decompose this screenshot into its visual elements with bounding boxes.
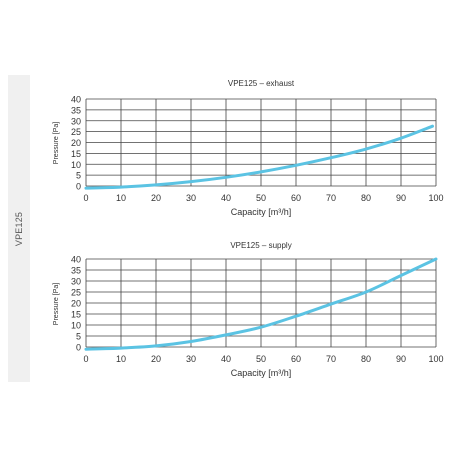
x-tick-label: 100 bbox=[428, 193, 443, 203]
y-tick-label: 15 bbox=[71, 149, 81, 159]
y-tick-label: 35 bbox=[71, 266, 81, 276]
y-tick-label: 40 bbox=[71, 95, 81, 105]
y-tick-label: 30 bbox=[71, 116, 81, 126]
series-line bbox=[84, 257, 438, 351]
x-tick-label: 30 bbox=[186, 193, 196, 203]
y-tick-label: 25 bbox=[71, 127, 81, 137]
x-tick-label: 60 bbox=[291, 354, 301, 364]
x-tick-label: 40 bbox=[221, 354, 231, 364]
x-tick-label: 60 bbox=[291, 193, 301, 203]
y-tick-label: 20 bbox=[71, 299, 81, 309]
x-tick-label: 0 bbox=[83, 354, 88, 364]
y-tick-label: 5 bbox=[76, 171, 81, 181]
y-tick-label: 5 bbox=[76, 332, 81, 342]
x-tick-label: 10 bbox=[116, 193, 126, 203]
chart-exhaust: VPE125 – exhaust Pressure [Pa] Capacity … bbox=[53, 79, 444, 217]
x-tick-label: 20 bbox=[151, 354, 161, 364]
x-axis-label: Capacity [m³/h] bbox=[231, 368, 292, 378]
x-tick-label: 30 bbox=[186, 354, 196, 364]
y-tick-label: 15 bbox=[71, 310, 81, 320]
x-tick-label: 80 bbox=[361, 193, 371, 203]
x-tick-label: 90 bbox=[396, 354, 406, 364]
y-tick-label: 35 bbox=[71, 105, 81, 115]
chart-title: VPE125 – exhaust bbox=[228, 79, 295, 88]
y-tick-label: 0 bbox=[76, 343, 81, 353]
y-tick-label: 10 bbox=[71, 321, 81, 331]
x-tick-label: 70 bbox=[326, 193, 336, 203]
side-panel: VPE125 bbox=[8, 75, 30, 382]
x-tick-label: 90 bbox=[396, 193, 406, 203]
chart-supply: VPE125 – supply Pressure [Pa] Capacity [… bbox=[53, 241, 444, 378]
y-tick-label: 0 bbox=[76, 182, 81, 192]
y-tick-label: 20 bbox=[71, 138, 81, 148]
x-tick-label: 80 bbox=[361, 354, 371, 364]
y-axis-label: Pressure [Pa] bbox=[53, 283, 60, 325]
x-tick-label: 50 bbox=[256, 193, 266, 203]
x-tick-label: 0 bbox=[83, 193, 88, 203]
y-tick-label: 25 bbox=[71, 288, 81, 298]
y-tick-label: 40 bbox=[71, 255, 81, 265]
x-tick-label: 50 bbox=[256, 354, 266, 364]
x-tick-label: 70 bbox=[326, 354, 336, 364]
y-tick-label: 10 bbox=[71, 160, 81, 170]
y-tick-label: 30 bbox=[71, 277, 81, 287]
x-axis-label: Capacity [m³/h] bbox=[231, 207, 292, 217]
series-line bbox=[84, 124, 434, 190]
y-axis-label: Pressure [Pa] bbox=[53, 122, 60, 164]
x-tick-label: 20 bbox=[151, 193, 161, 203]
x-tick-label: 10 bbox=[116, 354, 126, 364]
x-tick-label: 100 bbox=[428, 354, 443, 364]
chart-title: VPE125 – supply bbox=[230, 241, 291, 250]
x-tick-label: 40 bbox=[221, 193, 231, 203]
